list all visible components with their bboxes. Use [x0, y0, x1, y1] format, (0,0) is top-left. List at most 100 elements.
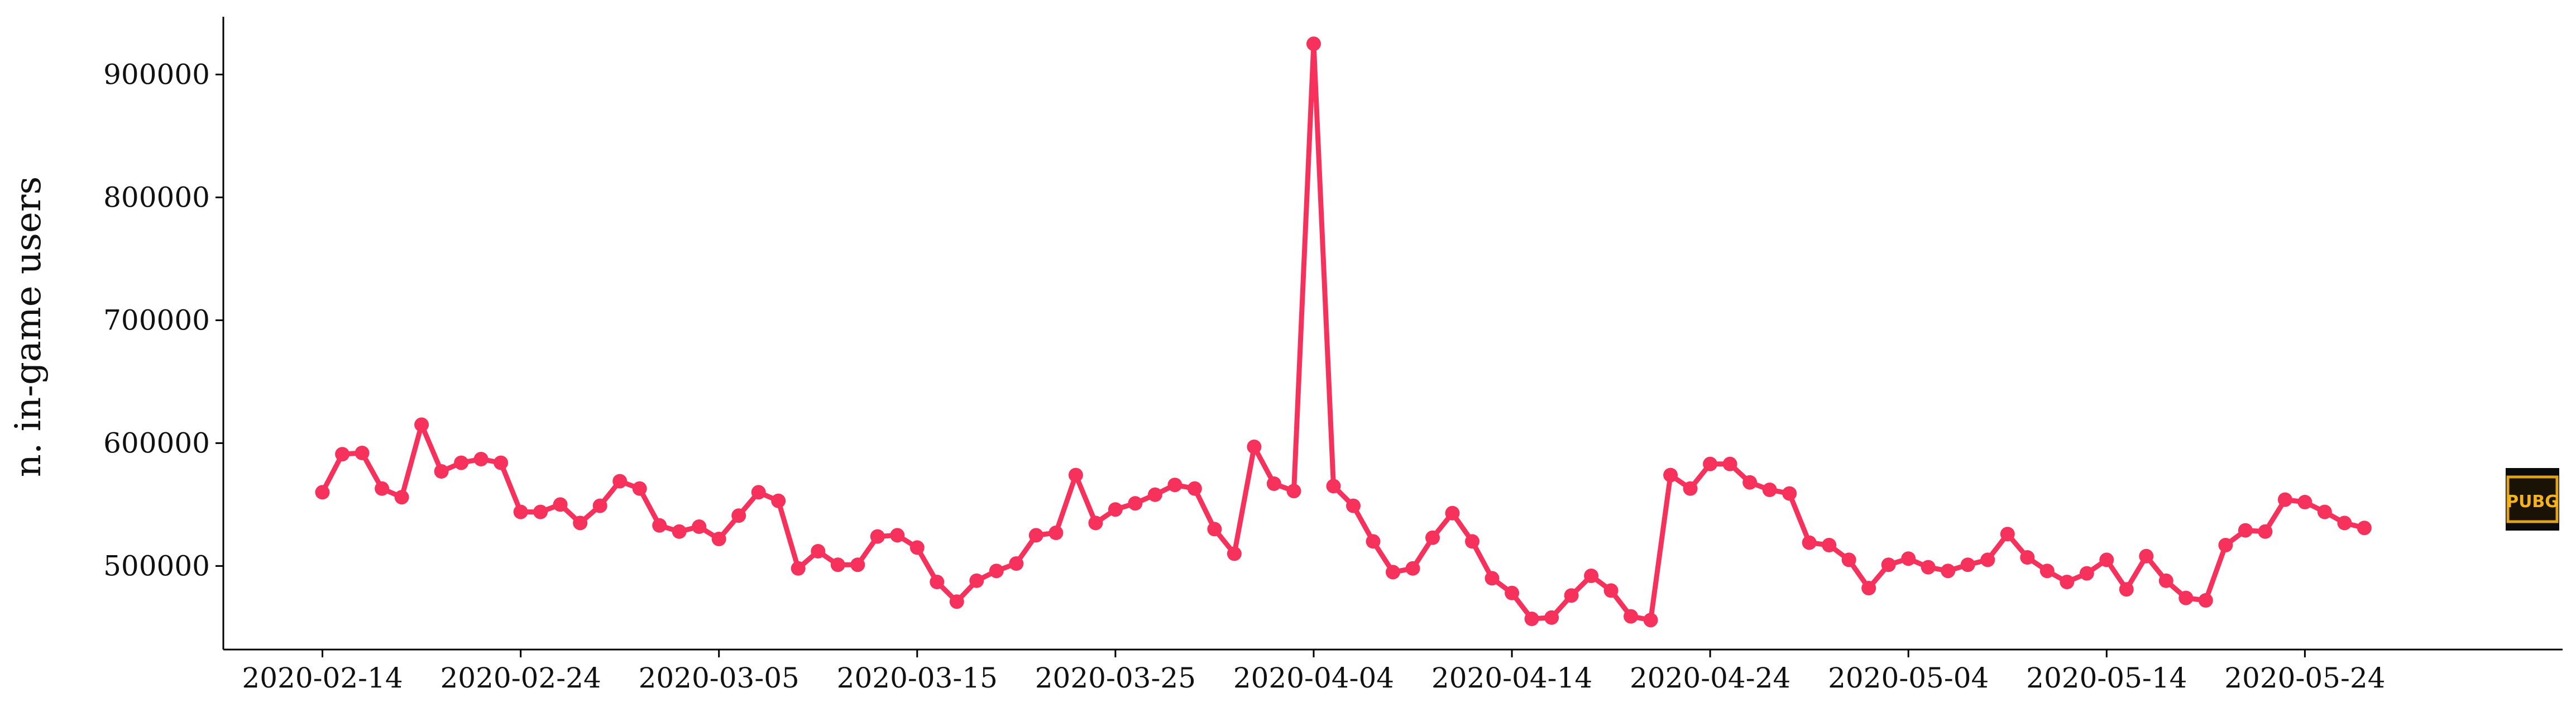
- data-point: [692, 519, 707, 534]
- data-point: [553, 497, 568, 512]
- data-point: [1286, 484, 1301, 499]
- data-point: [1306, 36, 1321, 51]
- data-point: [2258, 524, 2273, 539]
- data-point: [1663, 467, 1678, 483]
- pubg-logo-text: PUBG: [2506, 492, 2559, 512]
- data-point: [2337, 515, 2352, 531]
- data-point: [1861, 581, 1876, 595]
- data-point: [414, 417, 429, 432]
- data-point: [1980, 552, 1995, 567]
- data-point: [1722, 456, 1737, 471]
- data-point: [1643, 613, 1658, 628]
- x-tick-label: 2020-03-05: [639, 662, 799, 694]
- y-axis-title: n. in-game users: [8, 176, 49, 478]
- series-layer: [315, 36, 2372, 628]
- data-point: [1187, 481, 1202, 496]
- data-point: [2178, 590, 2194, 605]
- data-point: [1901, 551, 1916, 566]
- data-point: [909, 540, 925, 555]
- data-point: [2119, 582, 2134, 597]
- x-tick-label: 2020-05-04: [1828, 662, 1989, 694]
- data-point: [711, 532, 726, 546]
- data-point: [1445, 505, 1460, 521]
- x-tick-label: 2020-03-25: [1035, 662, 1196, 694]
- data-point: [1386, 565, 1400, 580]
- data-point: [1247, 440, 1262, 454]
- data-point: [1366, 534, 1381, 549]
- data-point: [930, 575, 945, 589]
- data-point: [672, 524, 687, 539]
- data-point: [2000, 527, 2015, 542]
- data-point: [632, 481, 647, 496]
- data-point: [1564, 588, 1579, 603]
- data-point: [652, 518, 667, 533]
- data-point: [771, 493, 786, 508]
- data-point: [2317, 504, 2332, 519]
- x-tick-label: 2020-02-24: [440, 662, 601, 694]
- data-point: [1524, 612, 1539, 626]
- data-point: [2060, 575, 2075, 589]
- pubg-logo: PUBG: [2506, 468, 2559, 531]
- data-point: [890, 528, 905, 543]
- y-tick-label: 600000: [103, 427, 210, 459]
- data-point: [2238, 523, 2253, 538]
- data-point: [1167, 478, 1182, 493]
- data-point: [2039, 564, 2055, 579]
- y-tick-label: 700000: [103, 304, 210, 336]
- data-point: [1603, 583, 1619, 598]
- data-point: [1683, 481, 1698, 496]
- data-point: [1762, 483, 1777, 497]
- data-point: [1584, 569, 1599, 583]
- data-point: [1009, 556, 1024, 571]
- data-point: [1822, 538, 1837, 552]
- data-point: [1841, 552, 1856, 567]
- y-tick-label: 500000: [103, 550, 210, 582]
- data-point: [969, 573, 984, 588]
- data-point: [1028, 528, 1043, 543]
- y-tick-label: 900000: [103, 58, 210, 90]
- data-point: [473, 452, 489, 466]
- data-point: [751, 485, 766, 500]
- data-point: [2020, 550, 2035, 565]
- x-tick-label: 2020-04-14: [1431, 662, 1592, 694]
- data-point: [2357, 521, 2372, 536]
- data-point: [1921, 560, 1936, 575]
- data-point: [1742, 475, 1758, 490]
- data-point: [1624, 609, 1639, 624]
- data-point: [989, 564, 1004, 579]
- data-point: [1505, 585, 1520, 600]
- data-point: [791, 561, 806, 576]
- x-tick-label: 2020-05-14: [2026, 662, 2187, 694]
- data-point: [1108, 502, 1123, 517]
- data-point: [533, 504, 548, 519]
- data-point: [2139, 548, 2154, 564]
- data-point: [1960, 557, 1975, 572]
- data-point: [1346, 498, 1361, 513]
- data-point: [1266, 476, 1281, 491]
- x-tick-label: 2020-03-15: [837, 662, 998, 694]
- data-point: [434, 464, 449, 479]
- y-tick-label: 800000: [103, 181, 210, 213]
- data-point: [394, 490, 409, 505]
- data-point: [1147, 487, 1162, 502]
- data-point: [335, 447, 350, 462]
- data-point: [811, 544, 826, 559]
- data-point: [454, 455, 469, 470]
- data-point: [2158, 573, 2173, 588]
- data-point: [850, 557, 865, 572]
- data-point: [1088, 515, 1103, 531]
- data-point: [2297, 495, 2312, 509]
- data-point: [731, 508, 746, 523]
- data-point: [513, 504, 528, 519]
- data-point: [2099, 552, 2114, 567]
- data-point: [1207, 522, 1222, 537]
- x-tick-label: 2020-04-24: [1630, 662, 1790, 694]
- data-point: [375, 481, 390, 496]
- data-point: [315, 485, 330, 500]
- axes: 500000 600000 700000 800000 900000 2020-02-14…: [103, 17, 2563, 694]
- data-point: [1048, 526, 1064, 540]
- x-tick-label: 2020-04-04: [1233, 662, 1394, 694]
- data-point: [1425, 530, 1440, 545]
